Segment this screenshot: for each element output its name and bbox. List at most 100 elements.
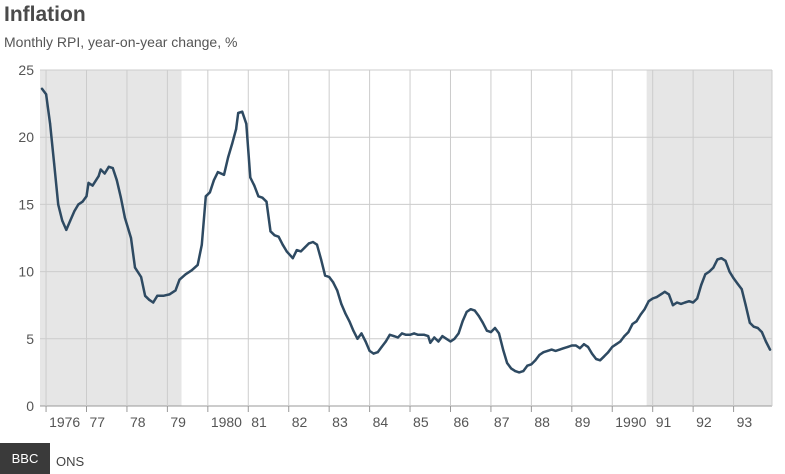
data-point <box>376 351 379 354</box>
data-point <box>91 184 94 187</box>
x-tick-label: 1990 <box>615 414 646 430</box>
data-point <box>408 333 412 336</box>
x-tick-label: 87 <box>494 414 510 430</box>
data-point <box>692 301 695 304</box>
y-tick-label: 5 <box>26 331 34 347</box>
data-point <box>328 275 331 279</box>
data-point <box>510 367 513 370</box>
data-point <box>400 332 404 335</box>
x-tick-label: 93 <box>737 414 753 430</box>
data-point <box>635 320 638 323</box>
y-tick-label: 15 <box>18 196 34 212</box>
data-point <box>659 293 662 296</box>
data-point <box>663 290 666 293</box>
data-point <box>311 240 315 244</box>
data-point <box>208 191 211 194</box>
data-point <box>360 332 363 335</box>
data-point <box>562 347 565 350</box>
x-axis-ticks: 1976 77 78 79 1980 81 82 83 84 85 86 87 88 89 1990 91 92… <box>45 406 753 430</box>
data-point <box>204 195 207 198</box>
bbc-logo-badge: BBC <box>0 443 50 474</box>
data-point <box>542 351 545 354</box>
data-point <box>364 340 367 343</box>
data-point <box>655 296 658 299</box>
data-point <box>502 348 505 351</box>
data-point <box>534 359 537 362</box>
data-point <box>764 340 768 343</box>
data-point <box>324 274 327 277</box>
y-tick-label: 0 <box>26 398 34 414</box>
data-point <box>384 340 387 343</box>
x-tick-label: 86 <box>453 414 469 430</box>
data-point <box>190 269 193 272</box>
data-point <box>303 246 306 249</box>
data-point <box>595 357 598 361</box>
data-point <box>212 179 215 182</box>
data-point <box>73 210 76 213</box>
data-point <box>336 289 339 292</box>
data-point <box>427 335 430 338</box>
data-point <box>696 297 699 300</box>
source-label: ONS <box>56 454 85 469</box>
x-tick-label: 82 <box>292 414 308 430</box>
x-tick-label: 83 <box>332 414 348 430</box>
data-point <box>546 349 549 352</box>
data-point <box>81 200 84 203</box>
data-point <box>235 128 238 131</box>
data-point <box>107 165 110 168</box>
data-point <box>615 343 618 346</box>
data-point <box>281 243 284 246</box>
data-point <box>679 302 683 305</box>
data-point <box>53 163 56 166</box>
data-point <box>497 332 501 335</box>
data-point <box>368 349 371 352</box>
data-point <box>752 325 755 328</box>
data-point <box>103 172 106 175</box>
data-point <box>716 258 719 261</box>
data-point <box>724 259 727 262</box>
data-point <box>489 331 492 334</box>
data-point <box>222 173 226 176</box>
data-point <box>231 142 234 145</box>
data-point <box>291 257 294 260</box>
grid-lines <box>40 69 773 407</box>
data-point <box>526 364 529 367</box>
x-tick-label: 81 <box>251 414 267 430</box>
data-point <box>140 275 143 279</box>
data-point <box>522 370 525 373</box>
data-point <box>433 336 436 339</box>
data-point <box>97 175 100 178</box>
data-point <box>344 312 347 315</box>
data-point <box>99 168 102 171</box>
data-point <box>639 313 642 316</box>
data-point <box>253 184 256 187</box>
data-point <box>156 294 159 297</box>
data-point <box>744 304 747 307</box>
data-point <box>85 195 88 198</box>
x-tick-label: 91 <box>656 414 672 430</box>
data-point <box>441 335 444 338</box>
data-point <box>748 321 751 324</box>
data-point <box>273 234 276 237</box>
data-point <box>429 341 432 344</box>
data-point <box>514 370 517 373</box>
data-point <box>708 270 711 273</box>
data-point <box>148 298 151 301</box>
data-point <box>119 196 122 199</box>
data-point <box>619 340 622 343</box>
data-point <box>461 320 464 323</box>
data-point <box>261 196 264 199</box>
data-point <box>756 326 759 330</box>
x-tick-label: 84 <box>373 414 389 430</box>
data-point <box>227 156 230 159</box>
data-point <box>162 294 165 297</box>
data-point <box>566 345 569 348</box>
data-point <box>133 266 137 269</box>
data-point <box>453 337 456 340</box>
data-point <box>518 371 521 374</box>
series-layer <box>40 87 772 374</box>
data-point <box>423 333 426 336</box>
data-point <box>168 293 171 296</box>
data-point <box>404 333 408 336</box>
